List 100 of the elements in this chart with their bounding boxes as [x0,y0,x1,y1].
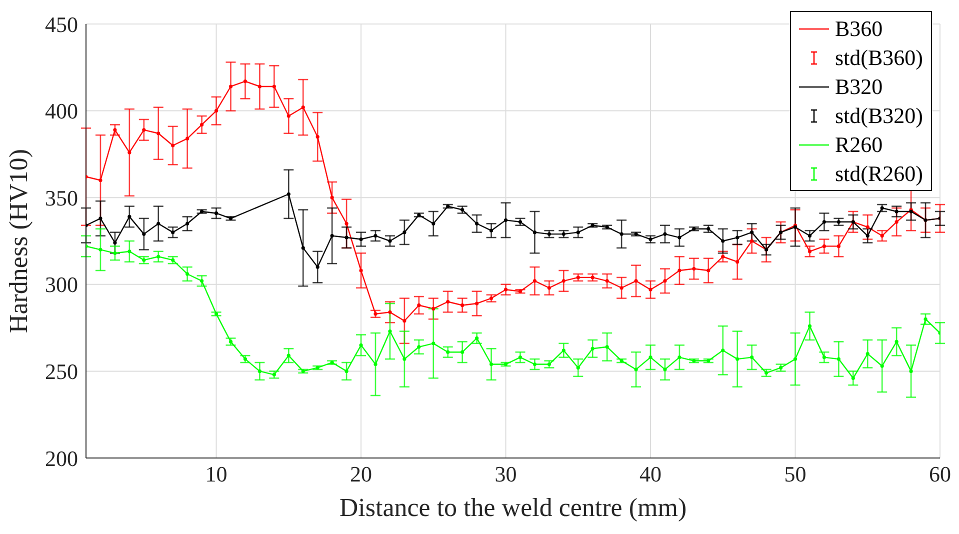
point [808,234,812,238]
point [532,230,537,234]
point [866,225,870,229]
point [286,192,290,196]
point [836,357,840,361]
point [113,128,117,132]
point [736,236,740,240]
x-tick-label: 60 [929,462,951,487]
point [562,279,566,283]
point [374,362,378,366]
point [663,279,667,283]
point [692,266,696,271]
point [171,230,175,234]
point [460,303,464,308]
legend-label: std(B320) [835,102,923,130]
point [98,178,102,182]
point [258,84,262,88]
point [793,357,798,361]
point [156,132,160,136]
point [547,286,551,290]
point [460,350,464,354]
y-tick-label: 250 [45,359,78,384]
point [605,345,609,349]
point [605,279,609,283]
point [388,310,392,314]
point [736,357,740,361]
point [417,345,421,349]
point [200,122,204,126]
point [258,369,262,373]
point [808,250,812,254]
point [678,356,682,360]
point [532,362,537,366]
point [504,218,508,222]
point [432,306,436,311]
point [316,135,320,139]
point [330,234,334,238]
point [880,364,884,368]
point [186,136,190,140]
point [648,356,652,360]
point [446,350,450,354]
y-tick-label: 450 [45,12,78,37]
point [489,228,494,232]
point [894,210,898,214]
point [518,356,522,360]
point [156,254,160,258]
legend-label: std(B360) [835,44,923,72]
point [286,354,290,358]
point [316,265,320,269]
point [200,279,204,283]
point [750,239,754,243]
point [186,222,190,226]
point [909,369,913,373]
point [706,268,710,272]
point [142,128,146,132]
point [446,300,450,304]
point [98,248,102,252]
point [113,240,117,245]
y-tick-label: 350 [45,185,78,210]
point [243,79,248,84]
legend-label: B360 [835,15,883,43]
point [388,329,392,334]
point [344,236,348,240]
point [866,352,870,356]
point [620,286,624,290]
point [475,336,479,340]
point [678,236,682,240]
point [562,348,566,352]
point [214,211,218,216]
point [156,222,160,226]
point [228,84,233,88]
point [736,260,740,264]
point [98,216,102,220]
y-tick-label: 300 [45,272,78,298]
point [142,232,146,236]
point [374,234,378,238]
point [634,279,638,283]
point [475,222,479,226]
point [750,230,754,234]
point [344,222,348,226]
point [663,368,667,372]
legend-label: R260 [835,131,883,159]
point [171,144,175,148]
point [402,357,406,361]
point [822,220,826,224]
x-tick-label: 30 [494,462,517,487]
point [128,250,132,254]
point [432,342,436,346]
legend-label: std(R260) [835,160,923,188]
point [359,237,363,242]
point [128,214,132,218]
point [576,366,580,370]
point [214,109,218,113]
point [402,319,406,323]
point [678,268,682,272]
point [808,324,812,328]
point [272,84,276,88]
x-axis-title: Distance to the weld centre (mm) [339,493,687,522]
point [924,317,928,321]
point [388,239,392,243]
point [648,288,652,292]
